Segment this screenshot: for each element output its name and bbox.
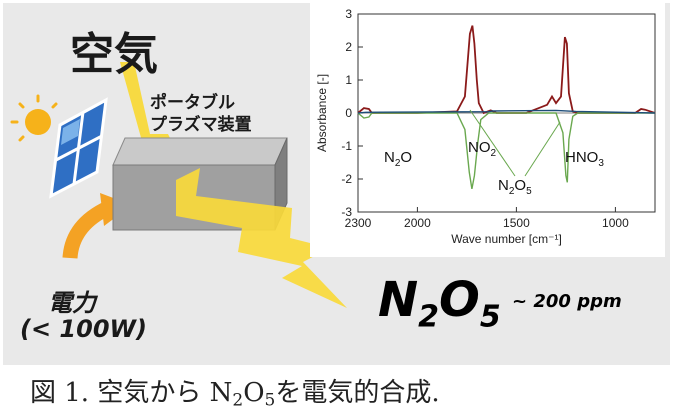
solar-panel-icon [49,97,108,199]
leader-line [469,109,516,177]
product-sub1: 2 [418,299,440,335]
device-label-line1: ポータブル [150,93,235,113]
peak-annotation: N2O [384,149,412,169]
peak-annotation: N2O5 [498,177,532,197]
figure-caption: 図 1. 空気から N2O5を電気的合成. [30,372,440,410]
y-tick-label: -2 [341,172,352,186]
power-limit-label: (< 100W) [20,315,147,343]
x-tick-label: 2300 [345,216,372,230]
x-tick-label: 2000 [404,216,431,230]
product-sub2: 5 [479,299,501,335]
caption-sub2: 5 [264,390,276,411]
y-axis-label: Absorbance [-] [315,74,329,152]
spectrum-series-2 [357,112,655,190]
caption-sub1: 2 [232,390,244,411]
x-tick-label: 1000 [602,216,629,230]
y-tick-label: -1 [341,139,352,153]
y-tick-label: -3 [341,205,352,219]
power-label: 電力 [48,289,96,317]
output-lightning-arrow [176,168,347,308]
spectrum-series-3 [357,109,656,114]
x-tick-label: 1500 [503,216,530,230]
product-o: O [439,272,480,328]
concentration-label: ~ 200 ppm [512,291,622,312]
product-formula: N2O5 [378,272,501,335]
device-label-line2: プラズマ装置 [150,115,252,135]
caption-mid: O [243,378,265,408]
y-tick-label: 2 [345,40,352,54]
y-tick-label: 3 [345,7,352,21]
device-label: ポータブル プラズマ装置 [150,92,252,136]
caption-prefix: 図 1. 空気から N [30,378,233,408]
y-tick-label: 1 [345,73,352,87]
peak-annotation: HNO3 [565,149,604,169]
caption-suffix: を電気的合成. [275,378,440,408]
y-tick-label: 0 [345,106,352,120]
air-label: 空気 [70,29,158,80]
peak-annotation: NO2 [468,139,497,159]
leader-line [524,121,561,177]
product-n: N [378,272,419,328]
sun-icon [10,94,58,142]
chart-background [310,2,665,257]
x-axis-label: Wave number [cm⁻¹] [451,232,562,246]
